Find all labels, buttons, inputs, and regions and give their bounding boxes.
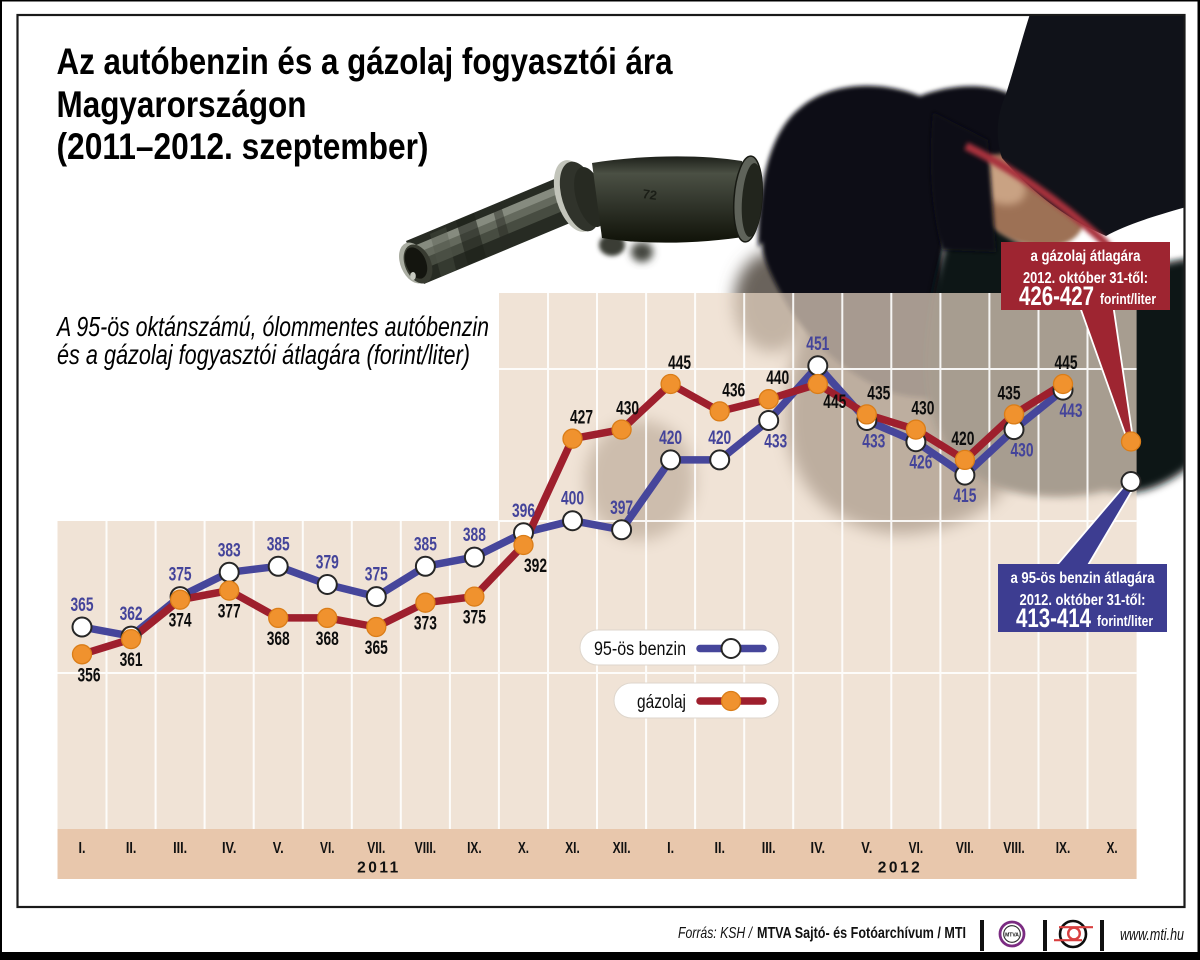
svg-text:365: 365	[71, 595, 94, 616]
svg-text:426-427: 426-427	[1019, 281, 1094, 311]
svg-text:II.: II.	[126, 840, 137, 857]
svg-text:forint/liter: forint/liter	[1097, 613, 1153, 630]
svg-text:430: 430	[616, 399, 639, 420]
svg-text:2012: 2012	[878, 860, 922, 877]
svg-text:396: 396	[512, 501, 535, 522]
svg-text:400: 400	[561, 489, 584, 510]
svg-text:(2011–2012. szeptember): (2011–2012. szeptember)	[57, 126, 429, 167]
svg-text:Forrás: KSH /: Forrás: KSH /	[678, 925, 753, 942]
svg-text:XII.: XII.	[613, 840, 631, 857]
svg-text:I.: I.	[79, 840, 86, 857]
svg-text:383: 383	[218, 540, 241, 561]
svg-text:375: 375	[463, 608, 486, 629]
svg-text:2011: 2011	[357, 860, 401, 877]
svg-text:385: 385	[267, 534, 290, 555]
svg-text:gázolaj: gázolaj	[637, 692, 686, 713]
svg-text:VIII.: VIII.	[415, 840, 437, 857]
svg-text:2012. október 31-től:: 2012. október 31-től:	[1020, 592, 1146, 609]
svg-text:397: 397	[610, 498, 633, 519]
svg-text:420: 420	[951, 429, 974, 450]
svg-text:X.: X.	[1107, 840, 1118, 857]
svg-text:368: 368	[316, 629, 339, 650]
svg-text:72: 72	[642, 186, 658, 203]
svg-text:IX.: IX.	[467, 840, 482, 857]
svg-text:MTVA: MTVA	[1005, 932, 1019, 938]
svg-text:Magyarországon: Magyarországon	[57, 84, 307, 125]
svg-text:VI.: VI.	[320, 840, 335, 857]
svg-text:427: 427	[570, 408, 593, 429]
svg-text:III.: III.	[173, 840, 187, 857]
svg-text:435: 435	[867, 383, 890, 404]
svg-text:445: 445	[668, 353, 691, 374]
svg-text:II.: II.	[714, 840, 725, 857]
svg-text:413-414: 413-414	[1016, 603, 1091, 633]
svg-text:433: 433	[862, 432, 885, 453]
svg-text:365: 365	[365, 638, 388, 659]
svg-text:V.: V.	[273, 840, 284, 857]
svg-text:392: 392	[524, 556, 547, 577]
svg-text:377: 377	[218, 602, 241, 623]
svg-text:374: 374	[169, 611, 192, 632]
svg-text:375: 375	[169, 565, 192, 586]
svg-text:436: 436	[722, 380, 745, 401]
svg-text:95-ös benzin: 95-ös benzin	[594, 639, 686, 660]
svg-text:Az autóbenzin és a gázolaj fog: Az autóbenzin és a gázolaj fogyasztói ár…	[57, 41, 673, 82]
svg-text:426: 426	[909, 453, 932, 474]
svg-text:451: 451	[806, 334, 829, 355]
svg-text:356: 356	[78, 665, 101, 686]
svg-text:379: 379	[316, 553, 339, 574]
svg-text:430: 430	[911, 399, 934, 420]
svg-text:VI.: VI.	[909, 840, 924, 857]
svg-text:415: 415	[953, 486, 976, 507]
svg-text:V.: V.	[861, 840, 872, 857]
svg-text:388: 388	[463, 525, 486, 546]
svg-text:420: 420	[708, 428, 731, 449]
svg-text:és a gázolaj fogyasztói átlagá: és a gázolaj fogyasztói átlagára (forint…	[57, 339, 470, 370]
svg-text:440: 440	[766, 368, 789, 389]
svg-text:XI.: XI.	[565, 840, 580, 857]
svg-text:361: 361	[120, 650, 143, 671]
svg-text:362: 362	[120, 604, 143, 625]
svg-text:373: 373	[414, 614, 437, 635]
svg-text:433: 433	[764, 432, 787, 453]
svg-text:VII.: VII.	[367, 840, 385, 857]
svg-text:IV.: IV.	[222, 840, 237, 857]
svg-text:375: 375	[365, 565, 388, 586]
svg-text:www.mti.hu: www.mti.hu	[1120, 925, 1184, 944]
svg-text:a 95-ös benzin átlagára: a 95-ös benzin átlagára	[1011, 570, 1155, 587]
svg-text:forint/liter: forint/liter	[1100, 291, 1156, 308]
svg-text:a gázolaj átlagára: a gázolaj átlagára	[1031, 248, 1141, 265]
svg-text:III.: III.	[762, 840, 776, 857]
svg-text:2012. október 31-től:: 2012. október 31-től:	[1023, 270, 1148, 287]
svg-text:443: 443	[1060, 401, 1083, 422]
svg-text:430: 430	[1011, 441, 1034, 462]
svg-text:A 95-ös oktánszámú, ólommentes: A 95-ös oktánszámú, ólommentes autóbenzi…	[55, 311, 489, 342]
svg-text:420: 420	[659, 428, 682, 449]
svg-text:VIII.: VIII.	[1003, 840, 1025, 857]
svg-text:368: 368	[267, 629, 290, 650]
svg-text:IX.: IX.	[1056, 840, 1071, 857]
svg-text:IV.: IV.	[811, 840, 826, 857]
svg-text:I.: I.	[667, 840, 674, 857]
svg-text:MTVA Sajtó- és Fotóarchívum /: MTVA Sajtó- és Fotóarchívum / MTI	[757, 925, 966, 942]
svg-text:385: 385	[414, 534, 437, 555]
svg-text:VII.: VII.	[956, 840, 974, 857]
svg-text:435: 435	[998, 383, 1021, 404]
svg-text:445: 445	[823, 392, 846, 413]
svg-text:X.: X.	[518, 840, 529, 857]
svg-text:445: 445	[1055, 353, 1078, 374]
